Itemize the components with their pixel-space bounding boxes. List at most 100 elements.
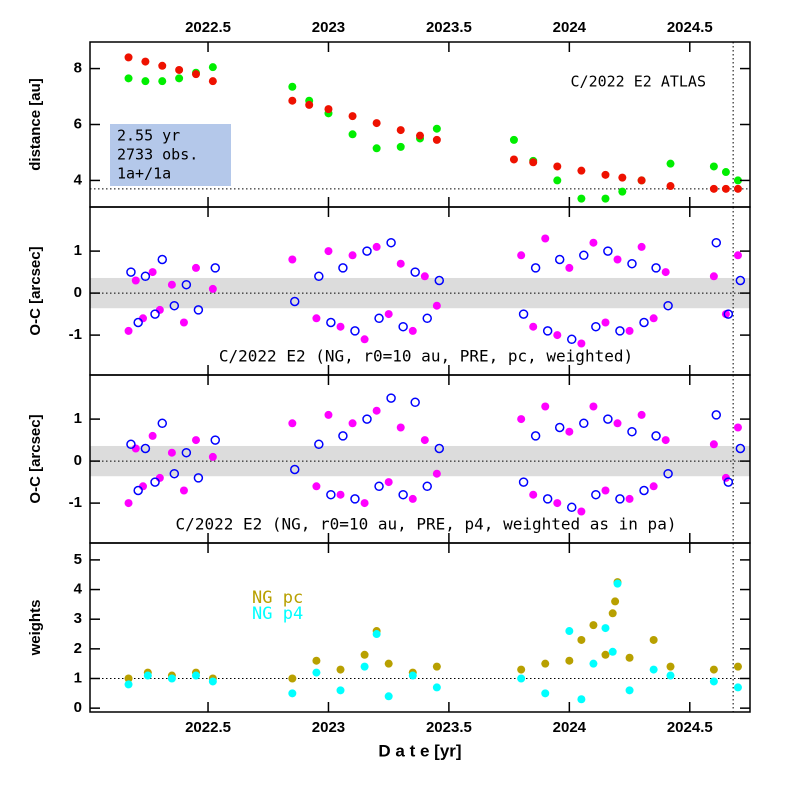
- point: [733, 251, 742, 260]
- point: [589, 402, 598, 411]
- point: [579, 418, 589, 429]
- point: [175, 65, 184, 74]
- point: [396, 259, 405, 268]
- point: [314, 271, 324, 282]
- point: [372, 119, 381, 128]
- point: [396, 142, 405, 151]
- point: [432, 124, 441, 133]
- point: [408, 326, 417, 335]
- x-tick-label: 2022.5: [185, 719, 231, 736]
- point: [733, 423, 742, 432]
- point: [649, 314, 658, 323]
- point: [210, 263, 221, 273]
- point: [651, 431, 661, 441]
- point: [350, 494, 360, 504]
- point: [148, 431, 157, 440]
- point: [541, 402, 550, 411]
- point: [666, 671, 675, 680]
- point: [509, 155, 518, 164]
- point: [565, 656, 574, 665]
- point: [554, 254, 565, 265]
- point: [289, 296, 300, 307]
- point: [384, 478, 393, 487]
- point: [565, 427, 574, 436]
- point: [434, 275, 445, 286]
- point: [208, 677, 217, 686]
- point: [416, 131, 424, 140]
- y-tick-label: 4: [74, 581, 83, 598]
- point: [193, 305, 204, 315]
- tolerance-band: [90, 277, 750, 309]
- point: [530, 263, 541, 273]
- point: [541, 689, 550, 698]
- y-axis-label: O-C [arcsec]: [27, 246, 44, 335]
- point: [338, 263, 348, 273]
- point: [553, 331, 562, 340]
- point: [312, 482, 321, 491]
- point: [324, 410, 333, 419]
- point: [157, 418, 168, 429]
- point: [143, 671, 152, 680]
- point: [601, 170, 610, 179]
- point: [565, 263, 574, 272]
- point: [175, 74, 184, 83]
- legend-entry: NG p4: [252, 604, 303, 624]
- point: [553, 499, 562, 508]
- point: [625, 326, 634, 335]
- point: [167, 674, 176, 683]
- point: [529, 322, 538, 331]
- point: [723, 309, 734, 319]
- point: [517, 674, 526, 683]
- point: [434, 443, 445, 454]
- point: [589, 238, 598, 247]
- point: [312, 668, 321, 677]
- x-tick-label: 2023: [312, 19, 345, 36]
- point: [711, 410, 722, 420]
- point: [396, 126, 405, 135]
- point: [348, 419, 357, 428]
- legend-entry: NG pc: [252, 588, 303, 608]
- point: [422, 481, 432, 492]
- point: [348, 130, 357, 139]
- point: [288, 419, 297, 428]
- point: [140, 271, 151, 282]
- point: [517, 665, 526, 674]
- point: [408, 671, 417, 680]
- point: [608, 647, 617, 656]
- point: [133, 485, 143, 496]
- point: [666, 159, 675, 168]
- point: [126, 439, 136, 450]
- y-axis-label: weights: [27, 600, 44, 657]
- y-tick-label: 4: [74, 171, 83, 188]
- point: [148, 268, 157, 277]
- point: [384, 659, 393, 668]
- point: [577, 507, 586, 516]
- point: [193, 473, 204, 483]
- point: [615, 494, 625, 504]
- point: [169, 300, 180, 311]
- point: [577, 635, 586, 644]
- point: [141, 57, 150, 66]
- point: [666, 662, 675, 671]
- point: [124, 326, 133, 335]
- point: [591, 321, 601, 332]
- point: [372, 406, 381, 415]
- point: [124, 74, 133, 83]
- point: [191, 263, 200, 272]
- point: [362, 414, 372, 424]
- y-tick-label: 1: [74, 669, 82, 686]
- point: [181, 279, 192, 290]
- point: [336, 686, 345, 695]
- x-tick-label: 2024.5: [667, 719, 713, 736]
- point: [386, 393, 396, 403]
- point: [374, 313, 384, 324]
- point: [191, 436, 200, 445]
- point: [362, 246, 372, 256]
- point: [649, 635, 658, 644]
- point: [410, 397, 420, 408]
- point: [326, 489, 336, 500]
- point: [661, 268, 670, 277]
- y-axis-label: distance [au]: [27, 78, 44, 171]
- point: [721, 168, 730, 177]
- point: [208, 63, 217, 72]
